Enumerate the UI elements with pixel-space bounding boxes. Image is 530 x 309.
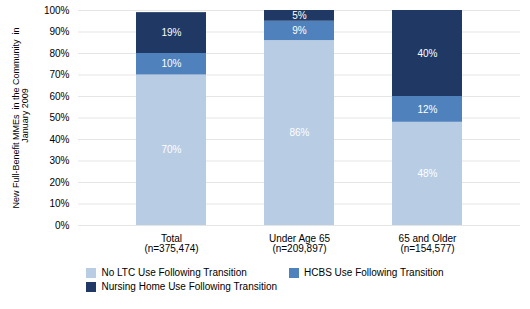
svg-text:20%: 20%: [49, 177, 69, 188]
svg-text:New Full-Benefit MMEs in the: New Full-Benefit MMEs in the Community i…: [11, 27, 30, 208]
svg-text:12%: 12%: [417, 104, 437, 115]
svg-text:90%: 90%: [49, 26, 69, 37]
svg-text:Under Age 65(n=209,897): Under Age 65(n=209,897): [269, 233, 331, 254]
svg-text:19%: 19%: [161, 27, 181, 38]
svg-text:0%: 0%: [55, 220, 70, 231]
svg-text:5%: 5%: [292, 10, 307, 21]
svg-text:40%: 40%: [417, 48, 437, 59]
svg-text:50%: 50%: [49, 112, 69, 123]
svg-text:86%: 86%: [289, 127, 309, 138]
svg-text:30%: 30%: [49, 155, 69, 166]
svg-text:9%: 9%: [292, 25, 307, 36]
svg-text:48%: 48%: [417, 168, 437, 179]
svg-text:40%: 40%: [49, 134, 69, 145]
svg-text:70%: 70%: [49, 69, 69, 80]
svg-text:60%: 60%: [49, 91, 69, 102]
html-text:HCBS Use Following Transition: HCBS Use Following Transition: [304, 267, 444, 278]
html-text:No LTC Use Following Transitio: No LTC Use Following Transition: [101, 267, 247, 278]
svg-text:65 and Older(n=154,577): 65 and Older(n=154,577): [399, 233, 457, 254]
svg-text:100%: 100%: [44, 5, 70, 16]
svg-text:70%: 70%: [161, 144, 181, 155]
svg-text:10%: 10%: [49, 198, 69, 209]
svg-text:10%: 10%: [161, 58, 181, 69]
svg-text:Total(n=375,474): Total(n=375,474): [144, 233, 198, 254]
html-text:Nursing Home Use Following Tra: Nursing Home Use Following Transition: [101, 281, 278, 292]
svg-text:80%: 80%: [49, 48, 69, 59]
